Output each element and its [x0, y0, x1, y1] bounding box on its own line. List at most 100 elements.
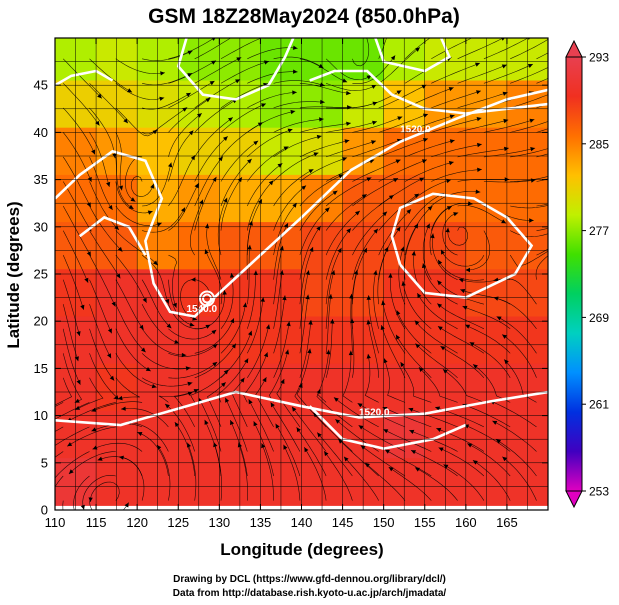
streamline: [492, 420, 537, 452]
colorbar-gradient: [565, 56, 583, 492]
streamline: [92, 442, 143, 452]
streamline: [283, 444, 301, 501]
streamline: [217, 358, 249, 403]
field-cell: [301, 458, 344, 506]
streamline: [483, 63, 534, 84]
streamline-arrow: [119, 455, 124, 460]
streamline: [91, 401, 143, 412]
streamline: [291, 406, 327, 452]
contour-ring: [202, 293, 213, 304]
streamline: [408, 408, 458, 428]
field-cell: [383, 80, 426, 129]
streamline: [436, 428, 485, 452]
streamline: [325, 228, 352, 280]
streamline-arrow: [109, 375, 115, 381]
streamline-arrow: [189, 322, 195, 327]
streamline: [299, 106, 352, 109]
streamline-arrow: [253, 140, 259, 146]
streamline: [168, 97, 211, 133]
field-cell: [219, 222, 261, 270]
y-tick-label: 10: [34, 408, 48, 423]
field-cell: [96, 316, 138, 365]
streamline: [415, 343, 458, 379]
field-cell: [301, 269, 344, 318]
streamline-arrow: [501, 38, 505, 41]
field-cell: [260, 174, 303, 223]
streamline-arrow: [116, 273, 121, 279]
field-cell: [178, 222, 220, 270]
streamline: [115, 181, 153, 214]
streamline-arrow: [423, 138, 428, 143]
streamline-arrow: [578, 32, 583, 36]
streamline: [402, 281, 432, 330]
streamline-arrow: [421, 84, 427, 89]
streamline: [373, 270, 379, 329]
field-cell: [178, 363, 220, 412]
field-cell: [178, 458, 220, 506]
streamline: [220, 272, 234, 329]
field-cell: [383, 363, 426, 412]
streamline-arrow: [160, 71, 165, 76]
streamline: [429, 205, 453, 256]
streamline-arrow: [441, 249, 445, 255]
field-cell: [383, 38, 426, 82]
field-cell: [219, 269, 261, 318]
streamline: [510, 148, 548, 158]
streamline-arrow: [371, 140, 376, 145]
streamline-arrow: [449, 114, 455, 119]
streamline: [89, 107, 116, 159]
streamline-arrow: [75, 405, 81, 410]
streamline: [115, 377, 141, 400]
streamline-arrow: [529, 218, 534, 223]
streamline-arrow: [225, 397, 230, 403]
field-cell: [342, 127, 385, 176]
streamline: [141, 377, 193, 387]
streamline: [469, 341, 511, 378]
streamline-arrow: [396, 310, 401, 316]
streamline: [247, 92, 297, 109]
streamline-arrow: [211, 38, 216, 41]
field-cell: [383, 410, 426, 459]
streamline-arrow: [193, 389, 199, 393]
streamline: [204, 419, 222, 477]
streamline-arrow: [248, 399, 253, 405]
streamline: [115, 107, 158, 137]
streamline: [141, 107, 188, 135]
streamline: [510, 94, 548, 109]
streamline-arrow: [111, 301, 116, 307]
field-cell: [342, 80, 385, 129]
streamline-arrow: [23, 484, 28, 489]
streamline: [483, 119, 535, 133]
streamline-arrow: [469, 342, 475, 347]
streamline: [248, 399, 274, 452]
streamline: [510, 121, 548, 133]
streamline: [62, 58, 103, 99]
streamline: [62, 353, 83, 403]
streamline: [509, 250, 548, 269]
field-cell: [465, 38, 508, 82]
streamline: [268, 349, 289, 403]
streamline: [247, 198, 263, 256]
streamline-arrow: [159, 96, 165, 101]
streamline-arrow: [296, 427, 301, 433]
field-cell: [506, 269, 548, 318]
streamline: [168, 60, 217, 84]
field-cell: [137, 174, 179, 223]
streamline: [462, 403, 511, 428]
streamline: [89, 304, 112, 359]
streamline: [194, 38, 232, 60]
streamline-arrow: [493, 277, 499, 282]
streamline: [168, 130, 194, 182]
streamline-arrow: [107, 353, 112, 359]
streamline-arrow: [235, 79, 241, 84]
streamline-arrow: [152, 129, 158, 135]
streamline-arrow: [76, 331, 81, 336]
streamline: [255, 377, 274, 428]
streamline: [378, 113, 429, 133]
field-cell: [342, 38, 385, 82]
field-cell: [506, 316, 548, 365]
contour-line: [55, 69, 114, 87]
streamline: [168, 328, 217, 340]
field-cell: [383, 458, 426, 506]
streamline: [55, 426, 90, 446]
